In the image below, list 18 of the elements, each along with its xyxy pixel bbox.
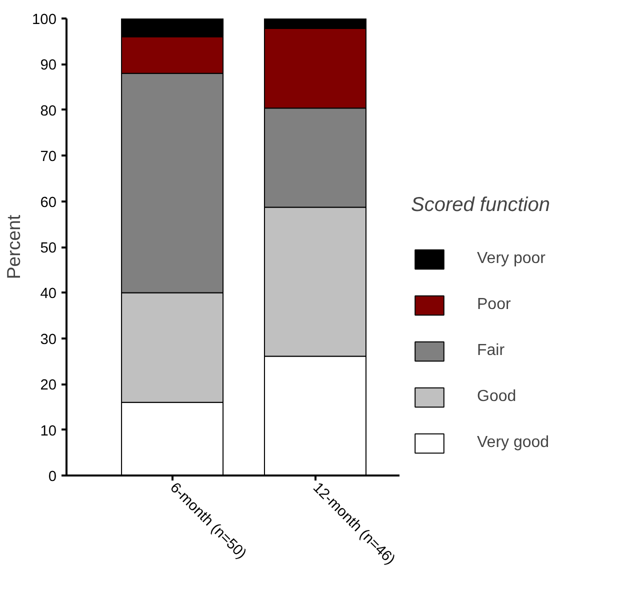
y-tick-label: 100 — [32, 12, 57, 28]
legend-label: Very good — [477, 434, 550, 452]
y-tick-label: 30 — [40, 332, 57, 348]
legend-title: Scored function — [411, 194, 550, 217]
y-tick-label: 60 — [40, 194, 57, 211]
y-tick-label: 10 — [40, 423, 57, 440]
legend-label: Fair — [477, 342, 505, 360]
legend-label: Very poor — [477, 250, 546, 268]
y-tick-label: 70 — [40, 149, 57, 166]
y-tick-label: 0 — [48, 469, 57, 485]
y-tick-label: 40 — [40, 286, 57, 302]
y-tick-label: 90 — [40, 58, 57, 74]
y-tick-label: 80 — [40, 103, 57, 120]
legend-label: Good — [477, 388, 516, 406]
legend-label: Poor — [477, 296, 511, 314]
y-tick-label: 50 — [40, 240, 57, 256]
y-axis-title: Percent — [3, 214, 24, 280]
y-tick-label: 20 — [40, 378, 57, 394]
